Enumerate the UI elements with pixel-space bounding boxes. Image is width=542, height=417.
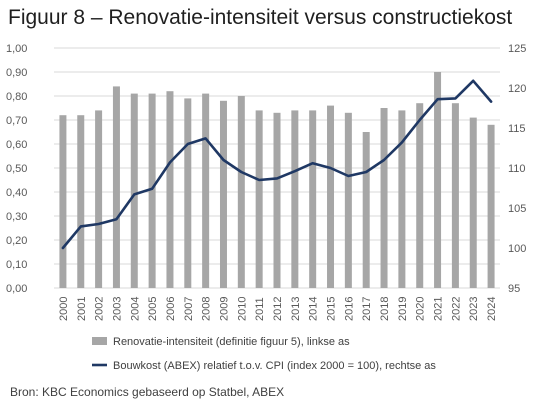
x-tick-label: 2020 xyxy=(415,297,427,321)
legend-label-bars: Renovatie-intensiteit (definitie figuur … xyxy=(113,336,350,348)
bar xyxy=(202,93,210,288)
bar xyxy=(95,110,103,289)
x-tick-label: 2015 xyxy=(326,297,338,321)
bar xyxy=(416,103,424,288)
y-right-tick-label: 100 xyxy=(508,243,526,255)
y-left-tick-label: 0,30 xyxy=(6,211,27,223)
x-tick-label: 2014 xyxy=(308,297,320,321)
y-left-tick-label: 0,00 xyxy=(6,283,27,295)
y-right-tick-label: 125 xyxy=(508,43,526,55)
bar xyxy=(148,93,156,288)
x-tick-label: 2017 xyxy=(361,297,373,321)
chart-title: Figuur 8 – Renovatie-intensiteit versus … xyxy=(8,6,513,29)
legend-label-line: Bouwkost (ABEX) relatief t.o.v. CPI (ind… xyxy=(113,360,436,372)
x-tick-label: 2003 xyxy=(111,297,123,321)
bar xyxy=(130,93,138,288)
bar xyxy=(219,100,227,288)
legend-swatch-bars xyxy=(92,337,107,345)
y-left-tick-label: 0,90 xyxy=(6,67,27,79)
x-tick-label: 2011 xyxy=(254,297,266,321)
y-left-tick-label: 0,70 xyxy=(6,115,27,127)
bar xyxy=(344,112,352,288)
bar xyxy=(309,110,317,289)
bar xyxy=(487,124,495,288)
y-left-tick-label: 1,00 xyxy=(6,43,27,55)
x-tick-label: 2004 xyxy=(129,297,141,321)
bar xyxy=(184,98,192,289)
y-left-tick-label: 0,60 xyxy=(6,139,27,151)
x-tick-label: 2008 xyxy=(201,297,213,321)
x-tick-label: 2016 xyxy=(343,297,355,321)
x-tick-label: 2006 xyxy=(165,297,177,321)
bar xyxy=(380,108,388,288)
bar xyxy=(237,96,245,288)
bar xyxy=(362,132,370,288)
bar xyxy=(327,105,335,288)
y-right-tick-label: 95 xyxy=(508,283,520,295)
x-tick-label: 2002 xyxy=(94,297,106,321)
y-left-tick-label: 0,80 xyxy=(6,91,27,103)
y-right-tick-label: 115 xyxy=(508,123,526,135)
bar xyxy=(291,110,299,289)
x-tick-label: 2009 xyxy=(218,297,230,321)
y-left-tick-label: 0,50 xyxy=(6,163,27,175)
y-left-tick-label: 0,10 xyxy=(6,259,27,271)
bar xyxy=(273,112,281,288)
bar xyxy=(434,72,442,288)
y-right-tick-label: 110 xyxy=(508,163,526,175)
x-tick-label: 2000 xyxy=(58,297,70,321)
bar xyxy=(255,110,263,289)
x-tick-label: 2018 xyxy=(379,297,391,321)
x-tick-label: 2012 xyxy=(272,297,284,321)
x-tick-label: 2023 xyxy=(468,297,480,321)
source-note: Bron: KBC Economics gebaseerd op Statbel… xyxy=(10,385,285,399)
bar xyxy=(112,86,120,289)
bar xyxy=(59,115,67,288)
x-tick-label: 2013 xyxy=(290,297,302,321)
y-left-tick-label: 0,40 xyxy=(6,187,27,199)
x-tick-label: 2010 xyxy=(236,297,248,321)
y-left-tick-label: 0,20 xyxy=(6,235,27,247)
x-tick-label: 2001 xyxy=(76,297,88,321)
bar xyxy=(77,115,85,288)
y-right-tick-label: 105 xyxy=(508,203,526,215)
y-right-tick-label: 120 xyxy=(508,83,526,95)
series-line xyxy=(61,79,493,250)
x-tick-label: 2005 xyxy=(147,297,159,321)
x-tick-label: 2022 xyxy=(450,297,462,321)
x-tick-label: 2024 xyxy=(486,297,498,321)
bar xyxy=(451,103,459,288)
bar xyxy=(398,110,406,289)
x-tick-label: 2007 xyxy=(183,297,195,321)
bar xyxy=(166,91,174,288)
x-tick-label: 2019 xyxy=(397,297,409,321)
x-tick-label: 2021 xyxy=(433,297,445,321)
bar xyxy=(469,117,477,288)
